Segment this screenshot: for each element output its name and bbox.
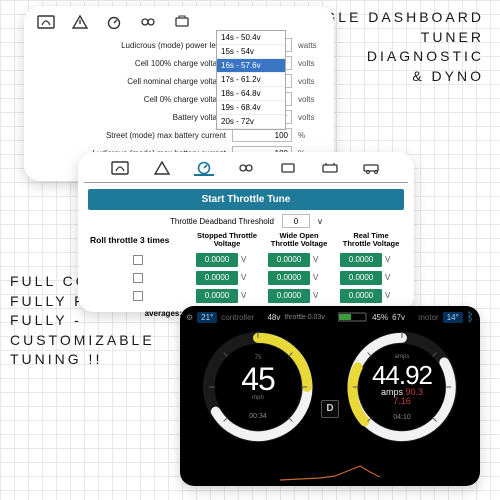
amps-value: 44.92	[372, 362, 432, 388]
batt-v: 48v	[267, 313, 280, 322]
setting-input[interactable]: 100	[232, 128, 292, 142]
dropdown-option[interactable]: 16s - 57.6v	[217, 59, 285, 73]
speed-timer: 00:34	[249, 413, 267, 420]
setting-label: Cell 100% charge voltage	[32, 59, 226, 68]
col-header: Wide Open Throttle Voltage	[268, 232, 330, 249]
dropdown-option[interactable]: 20s - 72v	[217, 115, 285, 129]
setting-label: Street (mode) max battery current	[32, 131, 226, 140]
amps-timer: 04:10	[393, 414, 411, 421]
voltage-cell: 0.0000V	[268, 271, 330, 285]
battery-voltage-dropdown[interactable]: 14s - 50.4v15s - 54v16s - 57.6v17s - 61.…	[216, 30, 286, 130]
pack-v: 67v	[392, 313, 405, 322]
temp-right: 14°	[443, 312, 463, 323]
dropdown-option[interactable]: 14s - 50.4v	[217, 31, 285, 45]
setting-unit: volts	[298, 95, 326, 104]
row-checkbox[interactable]	[133, 291, 143, 301]
setting-unit: volts	[298, 77, 326, 86]
warning-icon[interactable]	[70, 14, 90, 30]
batt-pct: 45%	[372, 313, 388, 322]
voltage-value: 0.0000	[268, 271, 310, 285]
setting-label: Cell 0% charge voltage	[32, 95, 226, 104]
voltage-value: 0.0000	[340, 271, 382, 285]
throttle-tune-panel: Start Throttle Tune Throttle Deadband Th…	[78, 152, 414, 312]
dashboard-icon[interactable]	[36, 14, 56, 30]
amps-line2: 7.16	[393, 397, 411, 406]
speed-value: 45	[241, 363, 275, 395]
throttle-readout: throttle 0.03v	[284, 314, 324, 321]
warning-icon[interactable]	[152, 160, 172, 176]
voltage-cell: 0.0000V	[340, 253, 402, 267]
drive-mode-badge[interactable]: D	[321, 400, 339, 418]
voltage-cell: 0.0000V	[196, 271, 258, 285]
headline-top: GLE DASHBOARDTUNERDIAGNOSTIC& DYNO	[324, 8, 484, 86]
controller-label: controller	[221, 313, 254, 322]
deadband-input[interactable]: 0	[282, 214, 310, 228]
dropdown-option[interactable]: 18s - 64.8v	[217, 87, 285, 101]
voltage-value: 0.0000	[196, 253, 238, 267]
dash-status-bar: ⚙ 21° controller 48v throttle 0.03v 45% …	[180, 306, 480, 324]
col-header: Stopped Throttle Voltage	[196, 232, 258, 249]
row-checkbox[interactable]	[133, 255, 143, 265]
dropdown-option[interactable]: 15s - 54v	[217, 45, 285, 59]
speed-gauge: 75 45 mph 00:34	[199, 328, 317, 446]
dashboard-icon[interactable]	[110, 160, 130, 176]
voltage-cell: 0.0000V	[268, 289, 330, 303]
amps-label-top: amps	[395, 354, 410, 360]
tuning-icon[interactable]	[138, 14, 158, 30]
deadband-label: Throttle Deadband Threshold	[170, 217, 274, 226]
col-header: Real Time Throttle Voltage	[340, 232, 402, 249]
voltage-value: 0.0000	[196, 271, 238, 285]
battery-icon[interactable]	[320, 160, 340, 176]
speed-unit: mph	[252, 395, 264, 401]
setting-label: Battery voltage	[32, 113, 226, 122]
voltage-cell: 0.0000V	[196, 289, 258, 303]
voltage-cell: 0.0000V	[196, 253, 258, 267]
setting-unit: volts	[298, 113, 326, 122]
bluetooth-icon[interactable]: ᛒ	[467, 310, 474, 324]
setting-unit: watts	[298, 41, 326, 50]
engine-icon[interactable]	[172, 14, 192, 30]
voltage-cell: 0.0000V	[340, 289, 402, 303]
voltage-cell: 0.0000V	[340, 271, 402, 285]
voltage-value: 0.0000	[268, 289, 310, 303]
setting-unit: volts	[298, 59, 326, 68]
voltage-value: 0.0000	[196, 289, 238, 303]
dashboard-panel: ⚙ 21° controller 48v throttle 0.03v 45% …	[180, 306, 480, 486]
gauge-icon[interactable]	[104, 14, 124, 30]
row-checkbox[interactable]	[133, 273, 143, 283]
speed-unit-top: 75	[255, 355, 262, 361]
deadband-unit: v	[318, 217, 322, 226]
averages-label: averages:	[90, 309, 186, 318]
engine-icon[interactable]	[278, 160, 298, 176]
temp-left: 21°	[197, 312, 217, 323]
motor-label: motor	[418, 313, 438, 322]
panel2-toolbar	[84, 158, 408, 183]
voltage-value: 0.0000	[268, 253, 310, 267]
gear-icon[interactable]: ⚙	[186, 313, 193, 322]
mini-chart	[280, 462, 380, 482]
dropdown-option[interactable]: 19s - 68.4v	[217, 101, 285, 115]
setting-unit: %	[298, 131, 326, 140]
voltage-value: 0.0000	[340, 289, 382, 303]
roll-label: Roll throttle 3 times	[90, 235, 186, 245]
dropdown-option[interactable]: 17s - 61.2v	[217, 73, 285, 87]
setting-label: Ludicrous (mode) power level	[32, 41, 226, 50]
battery-bar-icon	[338, 312, 368, 322]
voltage-value: 0.0000	[340, 253, 382, 267]
amps-gauge: amps 44.92 amps 90.3 7.16 04:10	[343, 328, 461, 446]
start-throttle-tune-button[interactable]: Start Throttle Tune	[88, 189, 404, 210]
vehicle-icon[interactable]	[362, 160, 382, 176]
setting-label: Cell nominal charge voltage	[32, 77, 226, 86]
tuning-icon[interactable]	[236, 160, 256, 176]
deadband-row: Throttle Deadband Threshold 0 v	[84, 214, 408, 228]
voltage-cell: 0.0000V	[268, 253, 330, 267]
gauge-icon[interactable]	[194, 160, 214, 176]
